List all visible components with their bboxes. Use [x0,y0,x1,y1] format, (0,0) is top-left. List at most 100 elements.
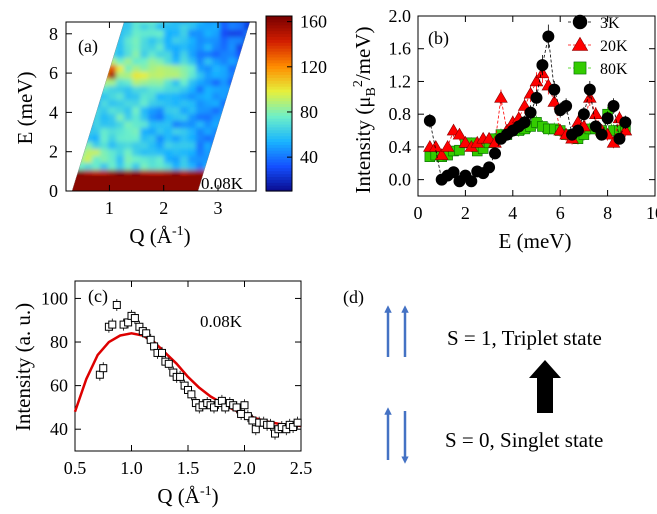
heatmap-cell [188,79,197,87]
heatmap-cell [72,65,77,73]
heatmap-cell [172,142,181,150]
heatmap-cell [172,37,181,45]
heatmap-cell [236,121,245,129]
heatmap-cell [92,114,101,122]
heatmap-cell [132,107,141,115]
heatmap-cell [196,30,205,38]
heatmap-cell [116,65,125,73]
heatmap-cell [156,156,165,164]
heatmap-cell [148,163,157,171]
series-20K [423,63,633,160]
singlet-spins [384,407,409,464]
heatmap-cell [180,23,189,31]
heatmap-cell [140,23,149,31]
colorbar-segment [266,132,292,137]
colorbar-segment [266,179,292,183]
colorbar-segment [266,118,292,122]
heatmap-cell [132,170,141,178]
heatmap-cell [148,100,157,108]
heatmap-cell [60,114,69,122]
heatmap-cell [196,79,205,87]
panel-c-ticks: 0.5 1.0 1.5 2.0 2.5 40 60 80 100 [41,281,312,478]
heatmap-cell [108,72,117,80]
data-point [248,416,257,425]
heatmap-cell [212,44,221,52]
data-point [618,123,633,136]
heatmap-cell [148,121,157,129]
heatmap-cell [228,37,237,45]
heatmap-cell [148,191,157,199]
data-point [588,107,603,119]
heatmap-cell [84,121,93,129]
heatmap-cell [108,100,117,108]
heatmap-cell [188,149,197,157]
colorbar-tick-label: 40 [300,147,318,167]
heatmap-cell [204,86,213,94]
heatmap-cell [116,163,125,171]
heatmap-cell [116,121,125,129]
heatmap-cell [92,79,101,87]
colorbar-segment [266,150,292,154]
heatmap-cell [84,156,93,164]
heatmap-cell [124,114,133,122]
y-tick-label: 4 [49,102,58,122]
heatmap-cell [60,121,69,129]
heatmap-cell [140,121,149,129]
heatmap-cell [116,107,125,115]
heatmap-cell [212,163,221,171]
heatmap-cell [156,37,165,45]
heatmap-cell [60,107,69,115]
heatmap-cell [108,37,117,45]
heatmap-cell [228,142,237,150]
heatmap-cell [92,72,101,80]
heatmap-cell [60,37,69,45]
colorbar-segment [266,45,292,49]
heatmap-cell [212,79,221,87]
heatmap-cell [72,93,77,101]
heatmap-cell [172,79,181,87]
x-tick-label: 4 [508,203,517,223]
heatmap-cell [108,79,117,87]
heatmap-cell [84,23,93,31]
heatmap-cell [188,156,197,164]
heatmap-cell [132,163,141,171]
heatmap-cell [84,65,93,73]
colorbar-segment [266,156,292,160]
heatmap-cell [188,65,197,73]
heatmap-cell [132,191,141,199]
heatmap-cell [228,107,237,115]
panel-b-points [423,24,633,188]
heatmap-cell [72,23,77,31]
heatmap-cell [92,170,101,178]
heatmap-cell [76,72,85,80]
heatmap-cell [132,23,141,31]
heatmap-cell [132,114,141,122]
heatmap-cell [172,72,181,80]
heatmap-cell [140,163,149,171]
heatmap-cell [132,100,141,108]
heatmap-cell [132,121,141,129]
colorbar-segment [266,16,292,20]
heatmap-cell [124,58,133,66]
colorbar-segment [266,126,292,131]
x-tick-label: 8 [603,203,612,223]
heatmap-cell [124,44,133,52]
heatmap-cell [236,30,245,38]
panel-a-frame [65,21,257,192]
x-tick-label: 10 [646,203,657,223]
colorbar-segment [266,97,292,102]
heatmap-cell [156,72,165,80]
heatmap-cell [220,107,229,115]
data-point [158,348,167,357]
heatmap-cell [100,30,109,38]
colorbar-segment [266,59,292,64]
heatmap-cell [60,51,69,59]
heatmap-cell [84,93,93,101]
data-point [536,59,549,72]
data-point [240,401,249,410]
heatmap-cell [124,37,133,45]
data-point [530,91,543,104]
heatmap-cell [244,100,250,108]
heatmap-cell [76,128,85,136]
colorbar-segment [266,141,292,145]
